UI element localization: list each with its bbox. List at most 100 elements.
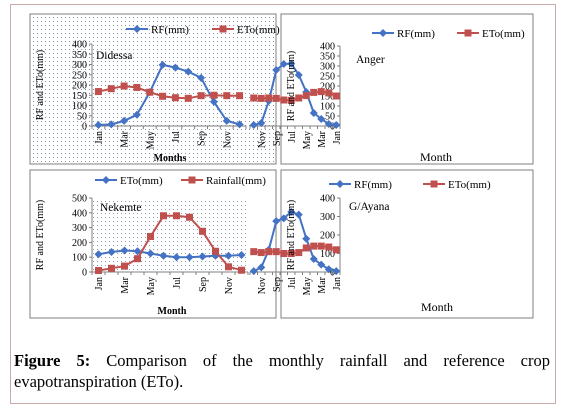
series-point-diamond bbox=[294, 71, 303, 79]
x-tick-label: Sep bbox=[198, 277, 209, 292]
series-point-diamond bbox=[237, 250, 246, 259]
series-point-diamond bbox=[249, 267, 258, 276]
series-point-square bbox=[310, 88, 318, 96]
series-point-square bbox=[121, 262, 128, 270]
series-point-diamond bbox=[120, 116, 129, 125]
x-tick-label: Jan bbox=[332, 131, 343, 144]
series-point-square bbox=[280, 250, 288, 257]
series-point-square bbox=[295, 94, 303, 102]
x-tick-label: Nov bbox=[257, 131, 268, 148]
y-axis-title: RF and ETo(mm) bbox=[35, 50, 46, 120]
y-tick-label: 200 bbox=[320, 82, 335, 93]
series-point-square bbox=[160, 212, 167, 220]
legend-marker-diamond bbox=[133, 25, 141, 33]
y-tick-label: 350 bbox=[320, 52, 335, 63]
y-tick-label: 0 bbox=[82, 122, 87, 133]
series-point-square bbox=[257, 249, 265, 257]
series-point-diamond bbox=[198, 252, 207, 261]
series-point-diamond bbox=[158, 60, 167, 69]
legend-label: ETo(mm) bbox=[448, 179, 491, 191]
series-point-square bbox=[265, 248, 273, 256]
x-axis-title: Month bbox=[420, 150, 452, 164]
legend-label: Rainfall(mm) bbox=[206, 175, 266, 187]
y-tick-label: 150 bbox=[72, 91, 87, 102]
x-tick-label: May bbox=[302, 277, 313, 295]
y-tick-label: 400 bbox=[320, 194, 335, 205]
legend-label: RF(mm) bbox=[397, 28, 435, 40]
series-point-square bbox=[197, 92, 205, 100]
y-tick-label: 0 bbox=[82, 268, 87, 279]
series-point-diamond bbox=[272, 217, 281, 226]
series-point-square bbox=[94, 88, 102, 96]
series-point-diamond bbox=[94, 120, 103, 129]
legend-marker-diamond bbox=[102, 176, 110, 184]
station-label: G/Ayana bbox=[349, 201, 389, 213]
y-tick-label: 200 bbox=[72, 238, 87, 249]
series-point-diamond bbox=[287, 59, 296, 68]
y-tick-label: 400 bbox=[72, 40, 87, 51]
chart-panel-3: 0 100 200 300 400 500 Jan Mar May Jul Sep Nov ETo(mm… bbox=[29, 169, 277, 319]
series-point-diamond bbox=[132, 110, 141, 119]
series-point-square bbox=[212, 247, 219, 255]
series-point-diamond bbox=[332, 121, 341, 129]
series-point-diamond bbox=[224, 251, 233, 260]
station-label: Nekemte bbox=[100, 202, 142, 214]
x-tick-label: Mar bbox=[317, 130, 328, 147]
series-point-square bbox=[332, 92, 340, 100]
series-point-square bbox=[302, 92, 310, 100]
series-point-square bbox=[108, 264, 115, 272]
series-point-diamond bbox=[287, 207, 296, 216]
x-tick-label: Mar bbox=[120, 276, 131, 293]
series-point-square bbox=[95, 267, 102, 275]
series-point-square bbox=[146, 88, 154, 96]
legend-marker-square bbox=[430, 180, 438, 188]
legend-label: ETo(mm) bbox=[237, 24, 280, 36]
x-tick-label: Jul bbox=[171, 131, 182, 143]
series-point-diamond bbox=[317, 115, 326, 123]
series-point-square bbox=[325, 243, 333, 251]
series-point-diamond bbox=[146, 249, 155, 258]
series-point-square bbox=[171, 94, 179, 102]
series-point-diamond bbox=[249, 121, 258, 129]
legend-marker-diamond bbox=[379, 29, 387, 37]
series-point-diamond bbox=[172, 253, 181, 262]
chart-panel-4: 0100200300400JanMarMayJulSepNovRF(mm)ETo… bbox=[249, 169, 534, 319]
series-point-square bbox=[287, 96, 295, 104]
y-tick-label: 100 bbox=[72, 253, 87, 264]
x-tick-label: May bbox=[145, 131, 156, 149]
series-point-square bbox=[250, 94, 258, 102]
series-point-diamond bbox=[235, 120, 244, 129]
series-point-square bbox=[186, 213, 193, 221]
x-tick-label: May bbox=[302, 131, 313, 149]
figure-frame bbox=[10, 4, 556, 404]
x-tick-label: Nov bbox=[257, 277, 268, 294]
series-point-diamond bbox=[302, 234, 311, 243]
y-tick-label: 250 bbox=[72, 70, 87, 81]
series-point-square bbox=[280, 96, 288, 104]
y-tick-label: 300 bbox=[72, 223, 87, 234]
series-point-diamond bbox=[324, 120, 333, 128]
x-tick-label: May bbox=[146, 277, 157, 295]
series-point-square bbox=[199, 227, 206, 235]
series-point-diamond bbox=[279, 60, 288, 68]
x-tick-label: Jul bbox=[172, 277, 183, 289]
legend-label: ETo(mm) bbox=[482, 28, 525, 40]
series-point-diamond bbox=[184, 67, 193, 76]
series-point-diamond bbox=[222, 116, 231, 125]
x-tick-label: Sep bbox=[197, 131, 208, 146]
series-point-square bbox=[317, 242, 325, 250]
series-point-square bbox=[325, 89, 333, 97]
x-tick-label: Jan bbox=[94, 277, 105, 290]
series-point-square bbox=[257, 94, 265, 102]
y-tick-label: 500 bbox=[72, 194, 87, 205]
y-tick-label: 50 bbox=[77, 111, 87, 122]
y-tick-label: 200 bbox=[320, 231, 335, 242]
legend-marker-square bbox=[219, 25, 227, 33]
x-tick-label: Jan bbox=[94, 131, 105, 144]
y-tick-label: 400 bbox=[320, 42, 335, 53]
series-point-diamond bbox=[185, 253, 194, 262]
series-point-square bbox=[236, 92, 244, 100]
